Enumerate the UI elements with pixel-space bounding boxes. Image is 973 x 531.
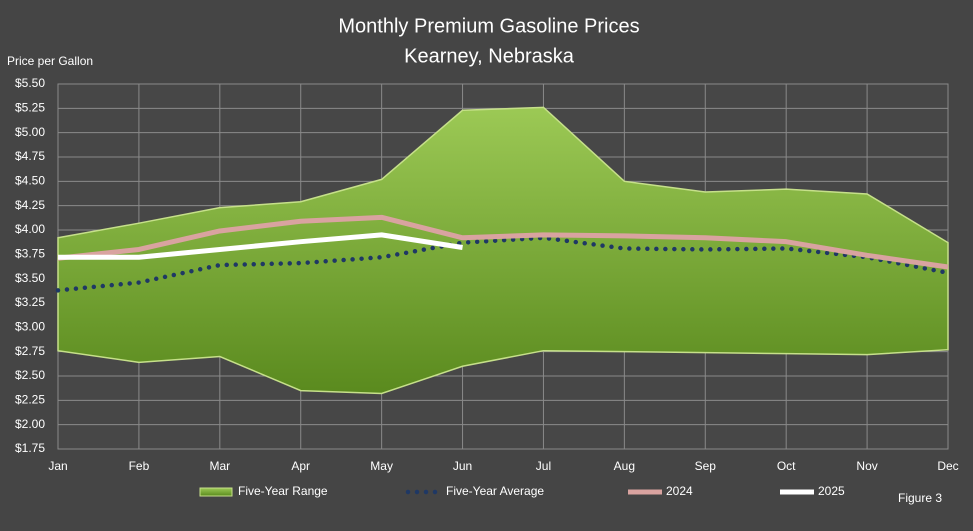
x-tick-label: Jul [536, 459, 551, 473]
y-tick-label: $5.50 [15, 76, 45, 90]
x-tick-label: Dec [937, 459, 958, 473]
x-tick-label: Mar [209, 459, 230, 473]
y-tick-label: $3.00 [15, 320, 45, 334]
y-tick-label: $4.50 [15, 174, 45, 188]
legend-label: Five-Year Average [446, 484, 544, 498]
y-tick-label: $3.25 [15, 295, 45, 309]
y-tick-label: $5.25 [15, 101, 45, 115]
y-tick-label: $4.75 [15, 149, 45, 163]
series-line [58, 232, 463, 260]
x-tick-label: Nov [856, 459, 877, 473]
annotation: Figure 3 [898, 491, 942, 505]
y-tick-label: $4.00 [15, 222, 45, 236]
legend-swatch [199, 487, 233, 497]
y-tick-label: $2.00 [15, 417, 45, 431]
y-tick-label: $5.00 [15, 125, 45, 139]
y-tick-label: $2.50 [15, 368, 45, 382]
y-axis-label: Price per Gallon [7, 54, 93, 68]
x-tick-label: Sep [695, 459, 717, 473]
x-tick-label: Aug [614, 459, 635, 473]
x-tick-label: Jan [48, 459, 67, 473]
y-tick-label: $1.75 [15, 441, 45, 455]
chart-subtitle: Kearney, Nebraska [404, 45, 575, 67]
x-tick-label: May [370, 459, 393, 473]
y-tick-label: $3.75 [15, 247, 45, 261]
y-tick-label: $4.25 [15, 198, 45, 212]
series-line [55, 235, 951, 293]
y-tick-label: $2.75 [15, 344, 45, 358]
range-area [57, 106, 949, 395]
legend-label: 2025 [818, 484, 845, 498]
x-tick-label: Apr [291, 459, 310, 473]
series-line [57, 214, 949, 270]
y-tick-label: $3.50 [15, 271, 45, 285]
x-tick-label: Jun [453, 459, 472, 473]
legend-label: 2024 [666, 484, 693, 498]
x-tick-label: Feb [129, 459, 150, 473]
chart-title: Monthly Premium Gasoline Prices [338, 15, 639, 37]
x-tick-label: Oct [777, 459, 796, 473]
legend-label: Five-Year Range [238, 484, 328, 498]
y-tick-label: $2.25 [15, 393, 45, 407]
